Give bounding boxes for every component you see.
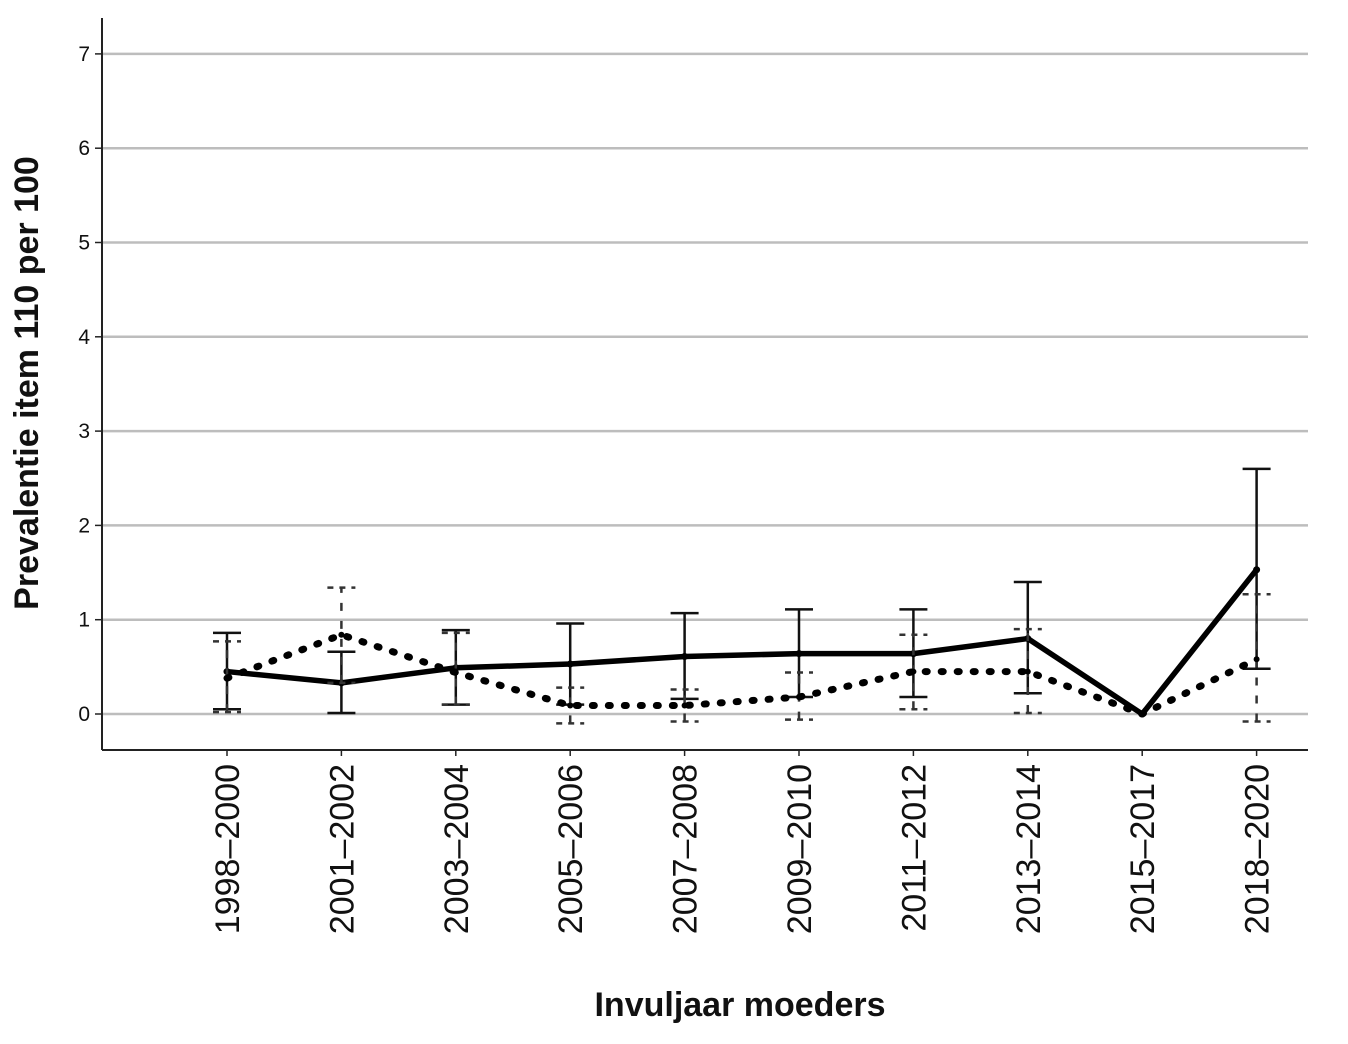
y-tick-label-6: 6 xyxy=(78,137,90,160)
x-tick-label: 2001–2002 xyxy=(323,764,361,934)
data-point xyxy=(681,652,689,660)
x-axis-title: Invuljaar moeders xyxy=(594,986,885,1024)
data-point xyxy=(566,660,574,668)
x-tick-label: 2015–2017 xyxy=(1124,764,1162,934)
x-tick-label: 1998–2000 xyxy=(209,764,247,934)
x-tick-label: 2018–2020 xyxy=(1239,764,1277,934)
x-tick-label: 2007–2008 xyxy=(667,764,705,934)
x-tick-label: 2013–2014 xyxy=(1010,764,1048,934)
x-tick-labels: 1998–2000 2001–2002 2003–2004 2005–2006 2007… xyxy=(209,764,1277,934)
data-point xyxy=(1253,566,1261,574)
x-tick-label: 2009–2010 xyxy=(781,764,819,934)
series-solid xyxy=(213,467,1271,718)
data-point xyxy=(910,668,917,675)
y-tick-label-7: 7 xyxy=(78,43,90,66)
data-point xyxy=(1139,711,1146,717)
series-line-solid xyxy=(226,568,1259,717)
error-bar xyxy=(1242,592,1271,723)
y-axis-title: Prevalentie item 110 per 100 xyxy=(8,156,46,610)
y-tick-labels: 0 1 2 3 4 5 6 7 xyxy=(78,43,90,726)
axes xyxy=(95,18,1308,756)
data-point xyxy=(338,631,345,638)
data-point xyxy=(795,650,803,658)
data-point xyxy=(1024,668,1031,675)
series-dotted xyxy=(213,586,1271,725)
error-bar xyxy=(556,686,585,725)
x-tick-label: 2003–2004 xyxy=(438,764,476,934)
error-bar xyxy=(441,631,470,706)
series-line-dotted xyxy=(223,631,1261,718)
error-bar xyxy=(327,586,356,685)
gridlines xyxy=(102,52,1308,716)
y-tick-label-2: 2 xyxy=(78,514,90,537)
data-point xyxy=(224,675,230,682)
y-tick-label-0: 0 xyxy=(78,703,90,726)
data-point xyxy=(796,694,802,701)
x-tick-label: 2005–2006 xyxy=(552,764,590,934)
x-tick-label: 2011–2012 xyxy=(895,764,933,932)
y-tick-label-4: 4 xyxy=(78,326,90,349)
data-point xyxy=(1253,656,1260,663)
data-point xyxy=(567,702,574,709)
y-tick-label-3: 3 xyxy=(78,420,90,443)
error-bar xyxy=(213,640,241,714)
error-bar xyxy=(670,688,699,723)
data-series xyxy=(213,467,1271,725)
data-point xyxy=(681,702,688,709)
data-point xyxy=(452,669,459,676)
y-tick-label-1: 1 xyxy=(78,609,90,632)
y-tick-label-5: 5 xyxy=(78,232,90,255)
